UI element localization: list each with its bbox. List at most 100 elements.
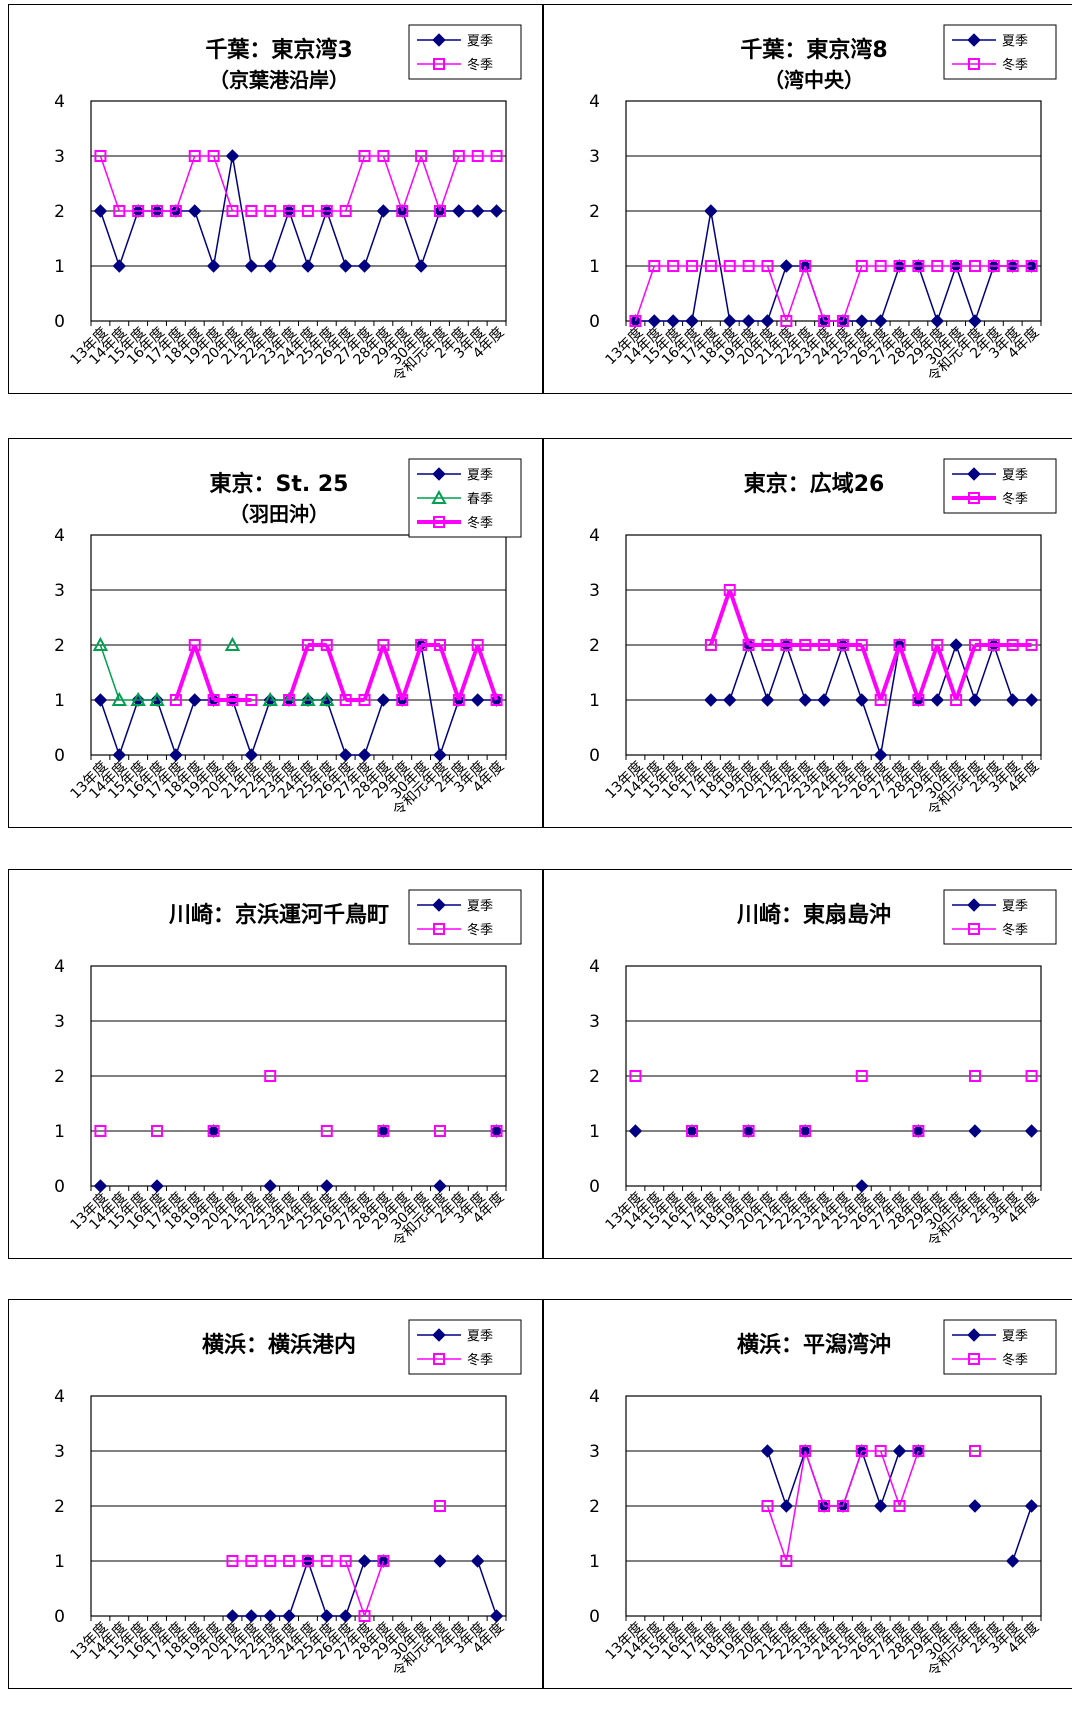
data-point: [855, 1070, 868, 1082]
data-point: [338, 259, 353, 273]
series-segment: [766, 265, 788, 322]
data-point: [742, 639, 755, 651]
data-point: [647, 314, 662, 328]
chart-title: 横浜：横浜港内: [202, 1333, 356, 1358]
data-point: [930, 693, 944, 707]
data-point: [761, 260, 774, 272]
y-tick-label: 0: [54, 1177, 65, 1197]
data-point: [377, 150, 390, 162]
chart-title: 東京：St. 25: [210, 471, 349, 497]
data-point: [225, 1609, 240, 1623]
data-point: [150, 1179, 164, 1193]
data-point: [855, 693, 869, 707]
data-point: [396, 694, 409, 706]
data-point: [94, 1125, 107, 1137]
legend-label: 春季: [467, 492, 493, 507]
series-segment: [785, 1450, 806, 1507]
legend-label: 冬季: [1002, 1352, 1028, 1368]
y-tick-label: 3: [54, 147, 65, 167]
series-segment: [879, 644, 901, 756]
data-point: [723, 693, 737, 707]
data-point: [207, 694, 220, 706]
data-point: [1024, 1499, 1039, 1513]
data-point: [629, 1070, 642, 1082]
data-point: [471, 639, 484, 651]
series-segment: [326, 699, 347, 756]
line-chart: 横浜：平潟湾沖0123413年度14年度15年度16年度17年度18年度19年度…: [589, 1319, 1057, 1680]
data-point: [761, 1500, 774, 1512]
series-segment: [175, 699, 196, 756]
data-point: [300, 691, 316, 706]
data-point: [94, 150, 107, 162]
legend-label: 冬季: [1002, 491, 1028, 507]
data-point: [855, 314, 869, 328]
data-point: [206, 259, 221, 273]
series-segment: [842, 644, 863, 701]
y-tick-label: 2: [589, 1497, 600, 1517]
y-tick-label: 0: [589, 1607, 600, 1627]
data-point: [704, 639, 717, 651]
series-segment: [344, 155, 366, 212]
series-segment: [99, 644, 121, 701]
series-segment: [99, 155, 121, 212]
data-point: [188, 693, 202, 707]
legend-marker: [968, 1353, 980, 1365]
data-point: [339, 694, 352, 706]
data-point: [779, 1499, 794, 1513]
data-point: [263, 1609, 277, 1623]
series-夏季: [93, 638, 504, 762]
series-冬季: [94, 150, 503, 217]
y-tick-label: 1: [589, 1552, 600, 1572]
data-point: [798, 693, 812, 707]
data-point: [224, 636, 241, 651]
data-point: [433, 205, 446, 217]
data-point: [320, 1609, 334, 1623]
data-point: [836, 1500, 849, 1512]
data-point: [799, 260, 812, 272]
series-冬季: [226, 1500, 446, 1622]
series-segment: [785, 1450, 806, 1562]
legend-label: 夏季: [1002, 899, 1028, 914]
series-segment: [785, 644, 806, 701]
data-point: [780, 315, 793, 327]
series-segment: [861, 1450, 882, 1507]
data-point: [338, 1609, 353, 1623]
legend-marker: [432, 898, 446, 912]
legend-label: 夏季: [1002, 34, 1028, 49]
data-point: [358, 150, 371, 162]
y-tick-label: 1: [589, 1122, 600, 1142]
legend-label: 夏季: [467, 1329, 493, 1344]
series-segment: [729, 644, 750, 701]
data-point: [1005, 1554, 1020, 1568]
data-point: [912, 260, 925, 272]
data-point: [780, 1555, 793, 1567]
data-point: [968, 1445, 981, 1457]
data-point: [132, 205, 145, 217]
chart-subtitle: （羽田沖）: [229, 502, 329, 526]
y-tick-label: 2: [54, 1067, 65, 1087]
data-point: [226, 205, 239, 217]
legend-label: 夏季: [467, 468, 493, 483]
series-segment: [859, 644, 883, 701]
data-point: [648, 260, 661, 272]
legend-label: 冬季: [467, 1352, 493, 1368]
line-chart: 東京：広域260123413年度14年度15年度16年度17年度18年度19年度…: [589, 458, 1057, 819]
data-point: [320, 1179, 334, 1193]
series-冬季: [94, 1070, 503, 1137]
y-tick-label: 3: [54, 581, 65, 601]
series-segment: [382, 155, 403, 212]
series-segment: [766, 1450, 788, 1507]
data-point: [1024, 1124, 1039, 1138]
legend-marker: [968, 492, 980, 504]
series-segment: [307, 1560, 328, 1617]
data-point: [151, 1125, 164, 1137]
series-segment: [363, 699, 385, 756]
data-point: [376, 204, 391, 218]
data-point: [893, 260, 906, 272]
y-tick-label: 0: [589, 746, 600, 766]
data-point: [817, 693, 831, 707]
data-point: [949, 638, 963, 652]
series-segment: [747, 644, 769, 701]
data-point: [874, 694, 887, 706]
